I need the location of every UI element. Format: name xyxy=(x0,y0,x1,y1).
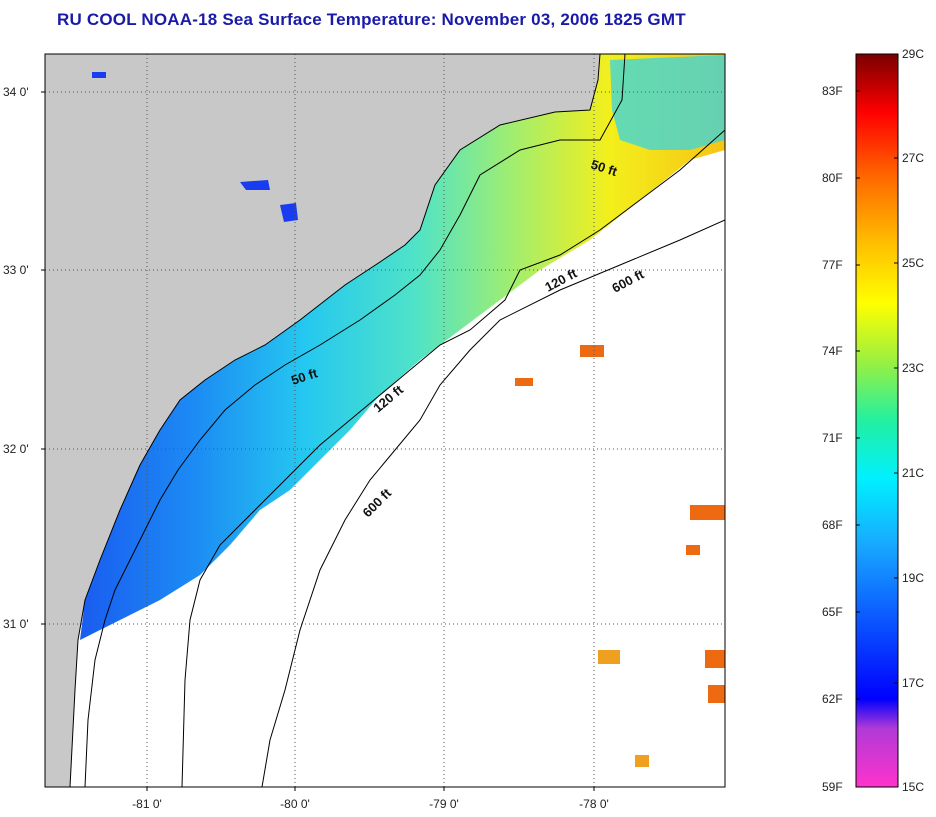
lat-label-33: 33 0' xyxy=(3,263,29,277)
cb-c-21: 21C xyxy=(902,466,924,480)
coastline xyxy=(69,54,601,787)
cb-f-77: 77F xyxy=(822,258,843,272)
contour-600ft xyxy=(261,219,725,787)
lon-label-78: -78 0' xyxy=(579,797,609,811)
cb-f-68: 68F xyxy=(822,518,843,532)
warm-patches xyxy=(515,345,725,767)
cb-c-25: 25C xyxy=(902,256,924,270)
lon-label-79: -79 0' xyxy=(429,797,459,811)
lat-label-32: 32 0' xyxy=(3,442,29,456)
colorbar xyxy=(855,53,899,788)
map-title: RU COOL NOAA-18 Sea Surface Temperature:… xyxy=(57,10,686,29)
upper-right-water xyxy=(610,55,725,150)
cb-c-15: 15C xyxy=(902,780,924,794)
sst-band xyxy=(80,54,725,640)
cb-c-23: 23C xyxy=(902,361,924,375)
cb-c-27: 27C xyxy=(902,151,924,165)
colorbar-ticks xyxy=(856,53,898,788)
cb-c-29: 29C xyxy=(902,47,924,61)
cb-f-71: 71F xyxy=(822,431,843,445)
graticule xyxy=(45,54,725,787)
lat-label-31: 31 0' xyxy=(3,617,29,631)
lon-label-81: -81 0' xyxy=(132,797,162,811)
cb-c-19: 19C xyxy=(902,571,924,585)
cb-c-17: 17C xyxy=(902,676,924,690)
land-region xyxy=(45,54,600,787)
frame-ticks xyxy=(41,91,595,791)
lat-label-34: 34 0' xyxy=(3,85,29,99)
lake xyxy=(92,72,106,78)
lake xyxy=(240,180,270,190)
contour-120ft xyxy=(181,129,725,787)
cb-f-62: 62F xyxy=(822,692,843,706)
cb-f-83: 83F xyxy=(822,84,843,98)
contour-50ft xyxy=(84,54,626,787)
lon-label-80: -80 0' xyxy=(280,797,310,811)
cb-f-65: 65F xyxy=(822,605,843,619)
cb-f-80: 80F xyxy=(822,171,843,185)
cb-f-74: 74F xyxy=(822,344,843,358)
cb-f-59: 59F xyxy=(822,780,843,794)
lake xyxy=(280,203,298,222)
